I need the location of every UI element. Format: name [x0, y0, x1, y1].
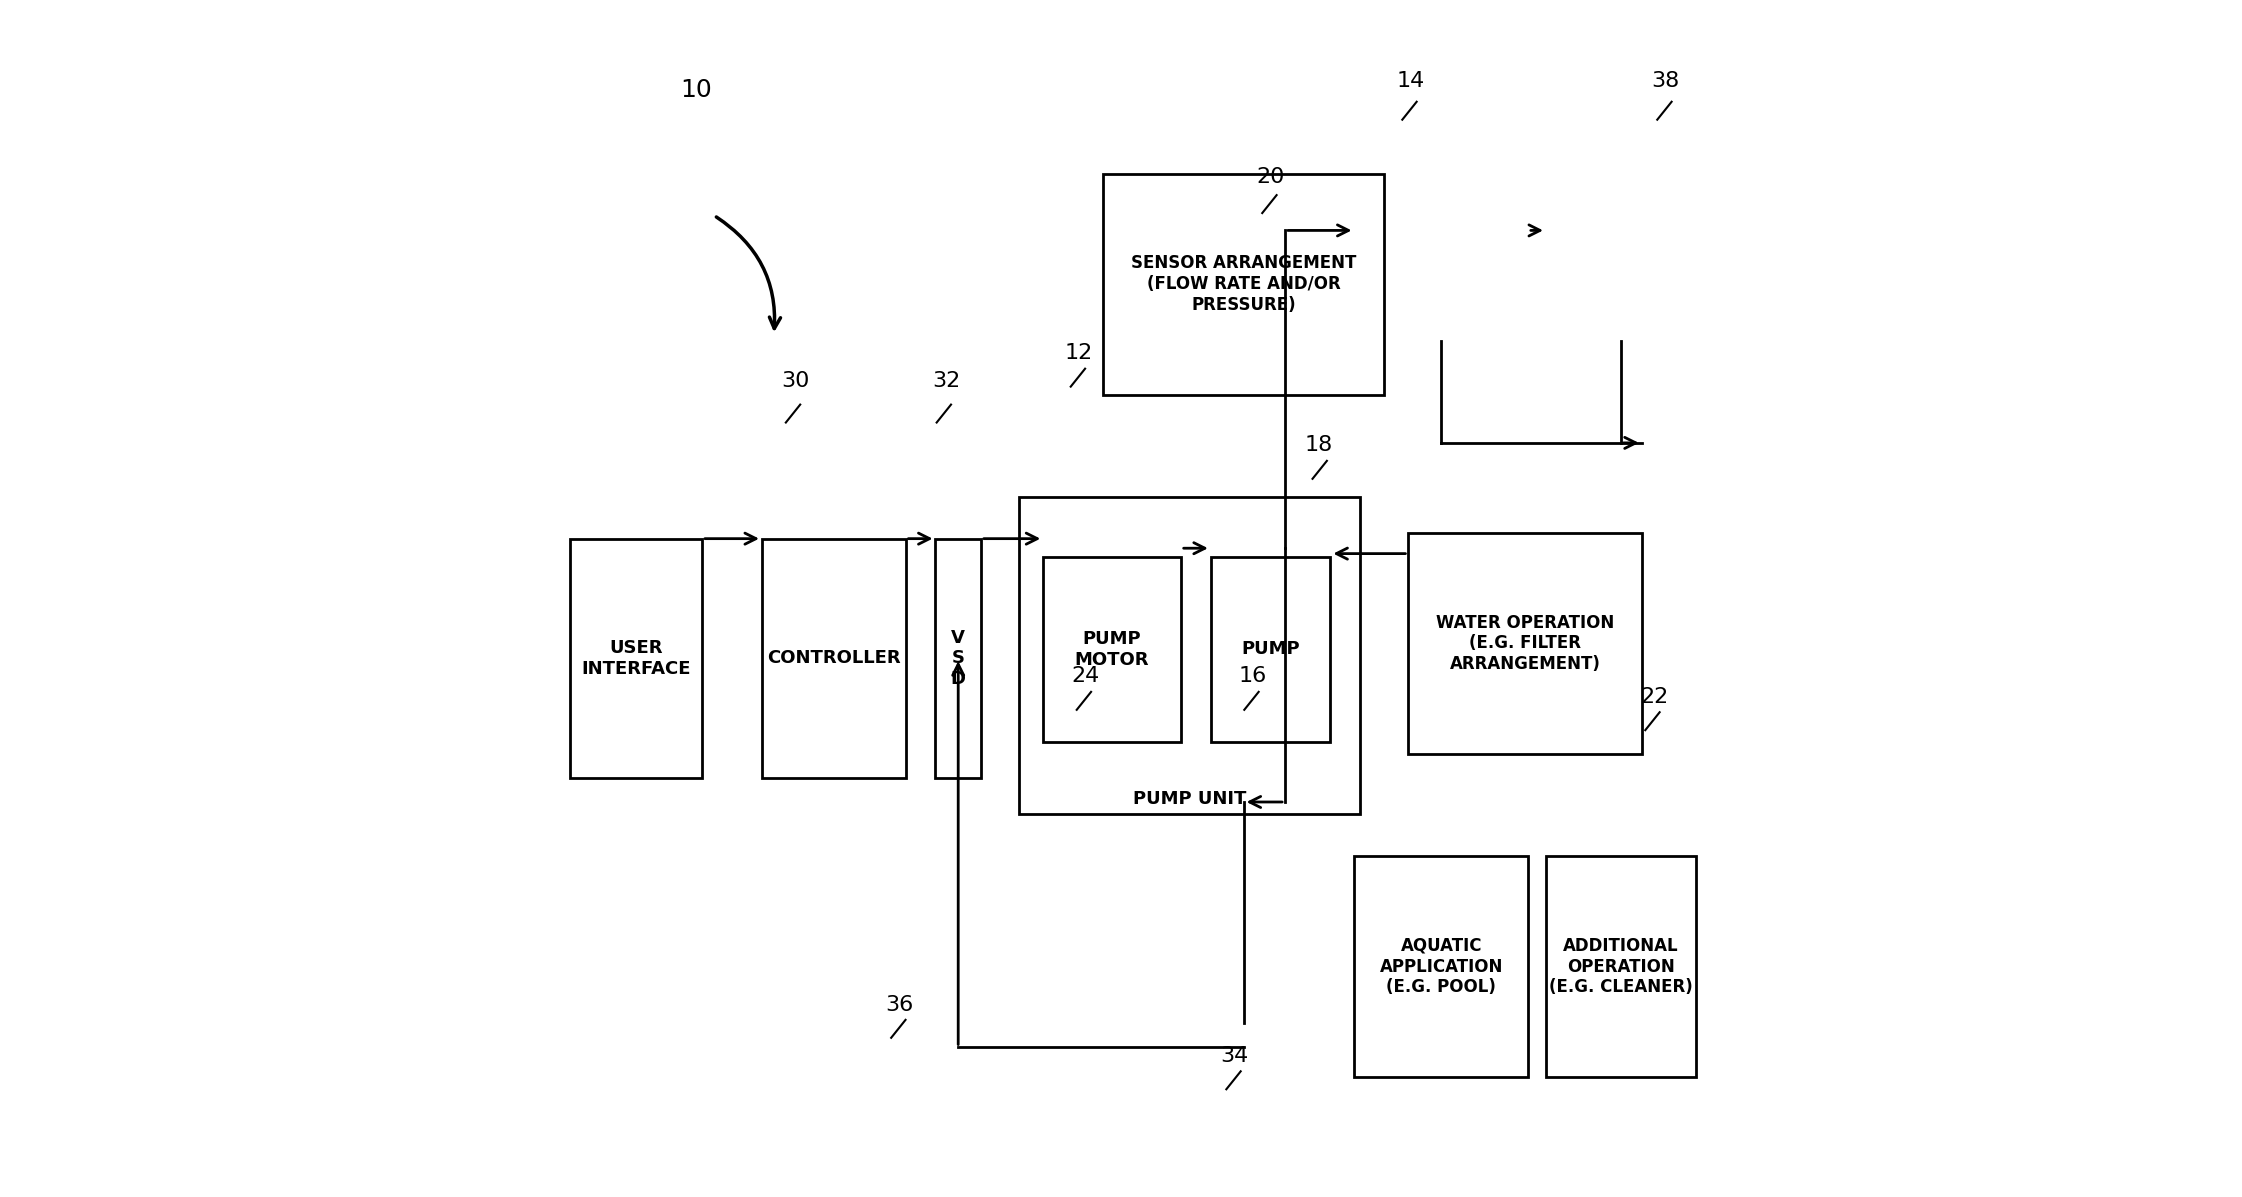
Text: 32: 32: [933, 371, 960, 390]
Text: 18: 18: [1305, 436, 1332, 455]
Text: 34: 34: [1220, 1046, 1249, 1065]
Text: PUMP UNIT: PUMP UNIT: [1132, 790, 1247, 808]
FancyBboxPatch shape: [1103, 174, 1383, 395]
Text: CONTROLLER: CONTROLLER: [767, 649, 901, 668]
FancyBboxPatch shape: [935, 539, 982, 778]
Text: WATER OPERATION
(E.G. FILTER
ARRANGEMENT): WATER OPERATION (E.G. FILTER ARRANGEMENT…: [1435, 614, 1614, 673]
Text: 24: 24: [1072, 667, 1099, 686]
Text: 12: 12: [1065, 344, 1094, 363]
Text: 20: 20: [1256, 168, 1285, 187]
Text: ADDITIONAL
OPERATION
(E.G. CLEANER): ADDITIONAL OPERATION (E.G. CLEANER): [1549, 937, 1693, 996]
FancyBboxPatch shape: [762, 539, 906, 778]
FancyBboxPatch shape: [1020, 497, 1361, 814]
Text: 16: 16: [1238, 667, 1267, 686]
Text: 38: 38: [1652, 72, 1679, 91]
Text: 14: 14: [1397, 72, 1426, 91]
Text: 10: 10: [679, 78, 713, 102]
Text: V
S
D: V S D: [951, 628, 966, 688]
FancyBboxPatch shape: [1211, 557, 1330, 742]
FancyBboxPatch shape: [1547, 856, 1695, 1077]
FancyBboxPatch shape: [1354, 856, 1529, 1077]
Text: PUMP
MOTOR: PUMP MOTOR: [1074, 630, 1150, 669]
Text: 22: 22: [1641, 687, 1668, 706]
Text: PUMP: PUMP: [1242, 640, 1300, 658]
FancyBboxPatch shape: [1043, 557, 1182, 742]
Text: AQUATIC
APPLICATION
(E.G. POOL): AQUATIC APPLICATION (E.G. POOL): [1379, 937, 1502, 996]
FancyBboxPatch shape: [1408, 533, 1641, 754]
Text: USER
INTERFACE: USER INTERFACE: [581, 639, 691, 678]
Text: 30: 30: [780, 371, 809, 390]
Text: 36: 36: [886, 996, 915, 1015]
FancyBboxPatch shape: [569, 539, 702, 778]
Text: SENSOR ARRANGEMENT
(FLOW RATE AND/OR
PRESSURE): SENSOR ARRANGEMENT (FLOW RATE AND/OR PRE…: [1130, 255, 1356, 314]
